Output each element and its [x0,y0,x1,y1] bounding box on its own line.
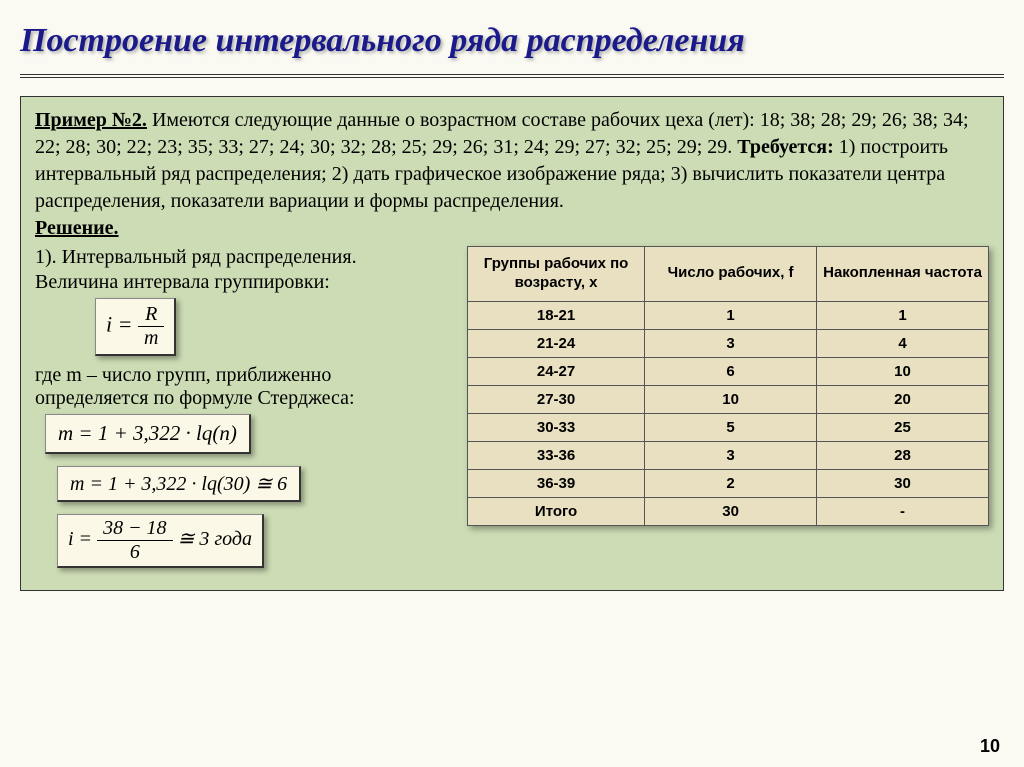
table-cell: - [817,497,989,525]
table-cell: 1 [817,301,989,329]
table-cell: 10 [817,357,989,385]
table-row: 24-27610 [468,357,989,385]
slide-title-area: Построение интервального ряда распределе… [0,0,1024,72]
sturges-text-1: где m – число групп, приближенно [35,364,455,387]
formula-i-rhs: ≅ 3 года [178,528,252,550]
fraction-numerator: R [138,303,164,327]
table-cell: 3 [645,441,817,469]
page-number: 10 [980,736,1000,757]
table-cell: 4 [817,329,989,357]
th-count: Число рабочих, f [645,247,817,302]
table-cell: 6 [645,357,817,385]
table-head: Группы рабочих по возрасту, x Число рабо… [468,247,989,302]
table-cell: 30 [817,469,989,497]
content-box: Пример №2. Имеются следующие данные о во… [20,96,1004,591]
formula-m-calc: m = 1 + 3,322 · lq(30) ≅ 6 [57,466,301,502]
table-cell: Итого [468,497,645,525]
table-cell: 1 [645,301,817,329]
fraction-2: 38 − 18 6 [97,517,173,564]
formula-i-calc: i = 38 − 18 6 ≅ 3 года [57,514,264,568]
step-1-label: 1). Интервальный ряд распределения. [35,246,455,269]
table-cell: 3 [645,329,817,357]
table-cell: 25 [817,413,989,441]
table-cell: 36-39 [468,469,645,497]
interval-size-label: Величина интервала группировки: [35,271,455,294]
table-cell: 33-36 [468,441,645,469]
table-row: 18-2111 [468,301,989,329]
table-cell: 5 [645,413,817,441]
table-row: 33-36328 [468,441,989,469]
table-cell: 21-24 [468,329,645,357]
table-row: 36-39230 [468,469,989,497]
fraction-2-den: 6 [97,541,173,564]
sturges-text-2: определяется по формуле Стерджеса: [35,387,455,410]
table-cell: 18-21 [468,301,645,329]
fraction-2-num: 38 − 18 [97,517,173,541]
table-cell: 30-33 [468,413,645,441]
solution-label: Решение. [35,217,989,240]
solution-content: 1). Интервальный ряд распределения. Вели… [35,246,989,576]
table-cell: 24-27 [468,357,645,385]
table-row: Итого30- [468,497,989,525]
frequency-table: Группы рабочих по возрасту, x Число рабо… [467,246,989,526]
th-age-group: Группы рабочих по возрасту, x [468,247,645,302]
table-cell: 2 [645,469,817,497]
formula-sturges: m = 1 + 3,322 · lq(n) [45,414,251,454]
table-cell: 27-30 [468,385,645,413]
title-divider [0,74,1024,78]
table-body: 18-211121-243424-2761027-30102030-335253… [468,301,989,525]
table-row: 27-301020 [468,385,989,413]
table-row: 30-33525 [468,413,989,441]
table-cell: 28 [817,441,989,469]
table-cell: 30 [645,497,817,525]
table-cell: 10 [645,385,817,413]
table-row: 21-2434 [468,329,989,357]
fraction-denominator: m [138,327,164,350]
left-column: 1). Интервальный ряд распределения. Вели… [35,246,455,576]
table-cell: 20 [817,385,989,413]
fraction: R m [138,303,164,350]
problem-statement: Пример №2. Имеются следующие данные о во… [35,107,989,215]
requires-label: Требуется: [737,136,834,158]
formula-i-lhs: i = [68,528,92,550]
example-label: Пример №2. [35,109,147,131]
slide-title: Построение интервального ряда распределе… [20,22,1004,60]
formula-interval: i = R m [95,298,176,356]
table-header-row: Группы рабочих по возрасту, x Число рабо… [468,247,989,302]
th-cumfreq: Накопленная частота [817,247,989,302]
right-column: Группы рабочих по возрасту, x Число рабо… [467,246,989,576]
formula-lhs: i = [106,312,132,337]
